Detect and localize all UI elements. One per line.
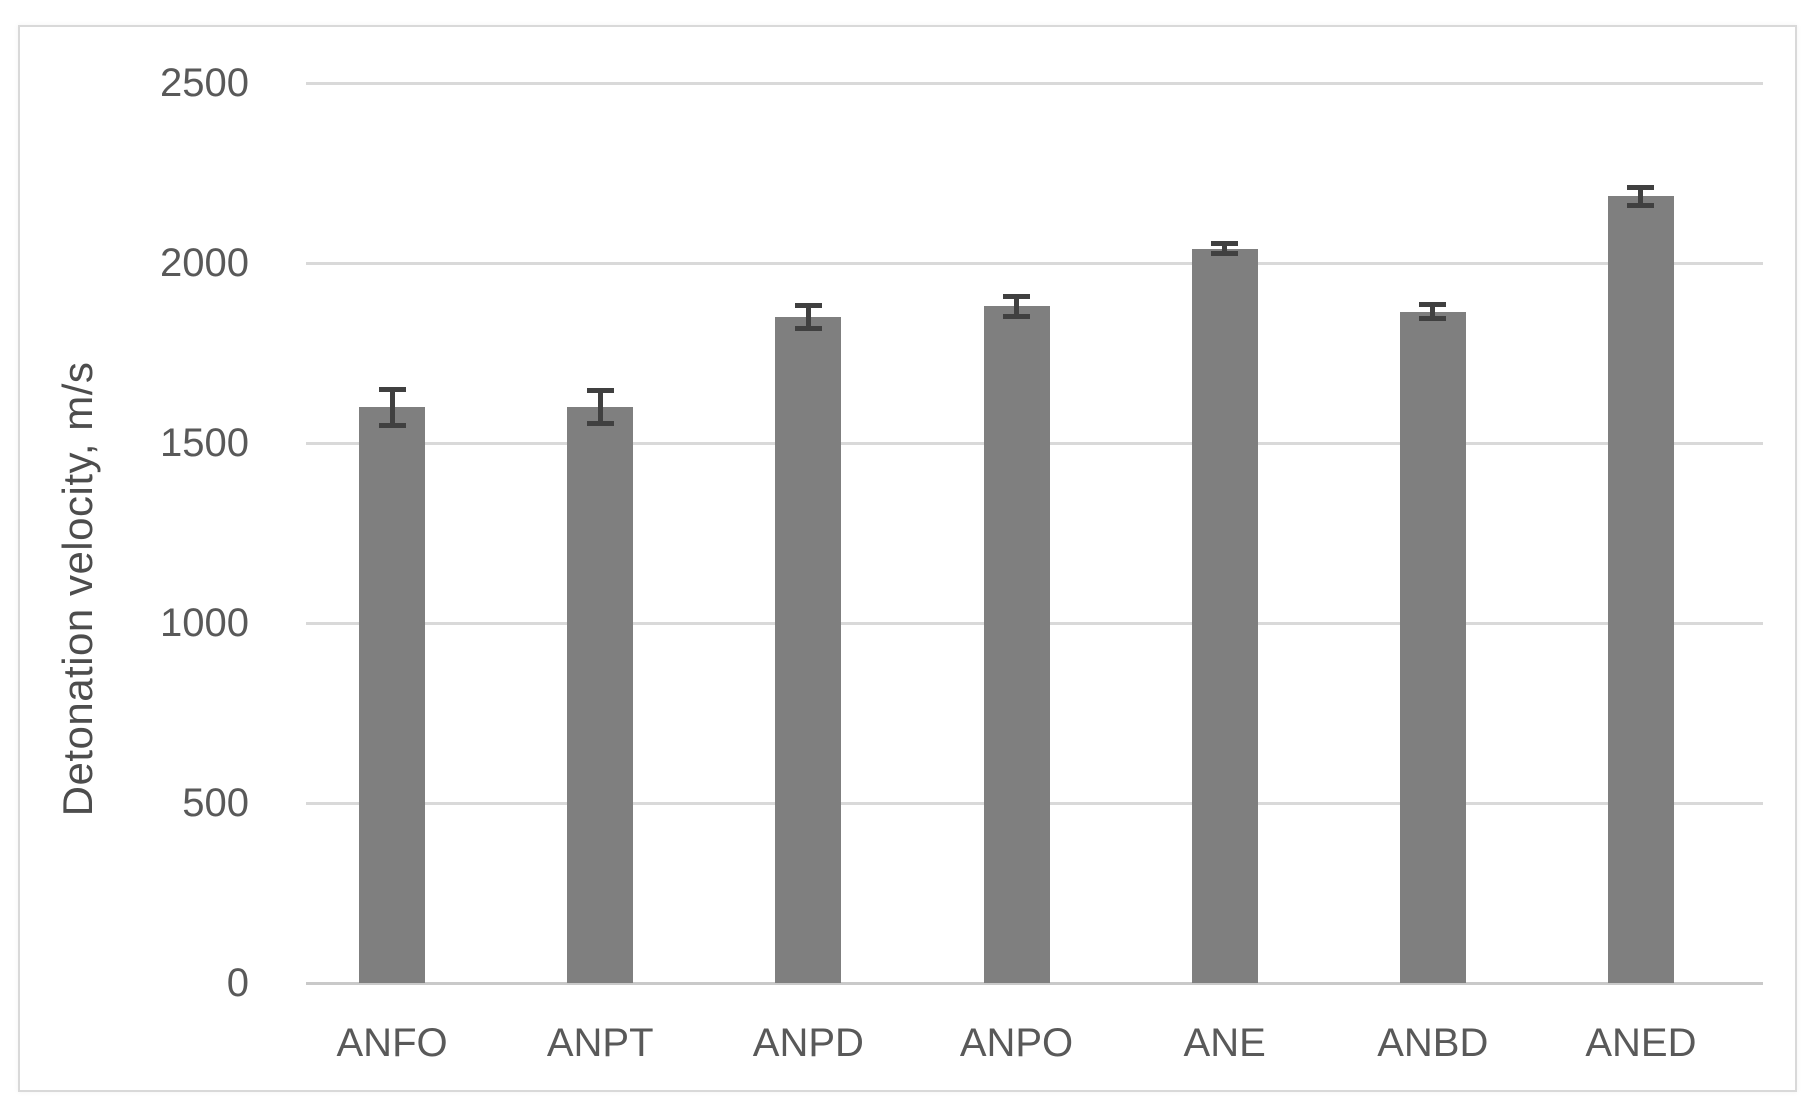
error-bar-cap: [794, 326, 822, 332]
bar-anpt: [567, 407, 634, 983]
error-bar-cap: [586, 388, 614, 394]
error-bar-line: [597, 390, 603, 424]
x-category-label: ANFO: [336, 1021, 448, 1065]
error-bar-line: [1430, 304, 1436, 319]
y-tick-label: 1500: [160, 421, 249, 465]
bar-anpo: [983, 306, 1050, 983]
gridline: [306, 261, 1763, 265]
error-bar-cap: [378, 386, 406, 392]
error-bar-line: [805, 305, 811, 329]
error-bar-cap: [1211, 241, 1239, 247]
bar-aned: [1607, 196, 1674, 983]
gridline: [306, 81, 1763, 85]
error-bar-cap: [1627, 202, 1655, 208]
x-axis-line: [306, 981, 1763, 985]
error-bar-cap: [794, 302, 822, 308]
x-category-label: ANPO: [959, 1021, 1074, 1065]
bar-ane: [1191, 248, 1258, 983]
bar-anbd: [1399, 311, 1466, 983]
error-bar-line: [1638, 187, 1644, 206]
x-category-label: ANPT: [546, 1021, 654, 1065]
error-bar-line: [1222, 243, 1228, 254]
error-bar-cap: [1211, 250, 1239, 256]
chart-frame: Detonation velocity, m/s 0 500 1000 1500 200…: [18, 25, 1797, 1092]
x-category-label: ANED: [1585, 1021, 1697, 1065]
error-bar-cap: [378, 422, 406, 428]
error-bar-cap: [586, 420, 614, 426]
error-bar-cap: [1419, 316, 1447, 322]
error-bar-cap: [1003, 293, 1030, 299]
x-category-label: ANE: [1183, 1021, 1266, 1065]
y-tick-label: 0: [226, 961, 249, 1005]
y-tick-label: 2500: [160, 61, 249, 105]
x-category-label: ANPD: [752, 1021, 864, 1065]
y-tick-label: 500: [182, 781, 249, 825]
y-tick-label: 2000: [160, 241, 249, 285]
bar-anfo: [359, 407, 426, 983]
error-bar-cap: [1003, 313, 1030, 319]
y-tick-label: 1000: [160, 601, 249, 645]
error-bar-cap: [1419, 301, 1447, 307]
error-bar-cap: [1627, 184, 1655, 190]
bar-anpd: [775, 317, 842, 983]
error-bar-line: [1014, 296, 1019, 317]
x-category-label: ANBD: [1377, 1021, 1489, 1065]
error-bar-line: [389, 389, 395, 425]
